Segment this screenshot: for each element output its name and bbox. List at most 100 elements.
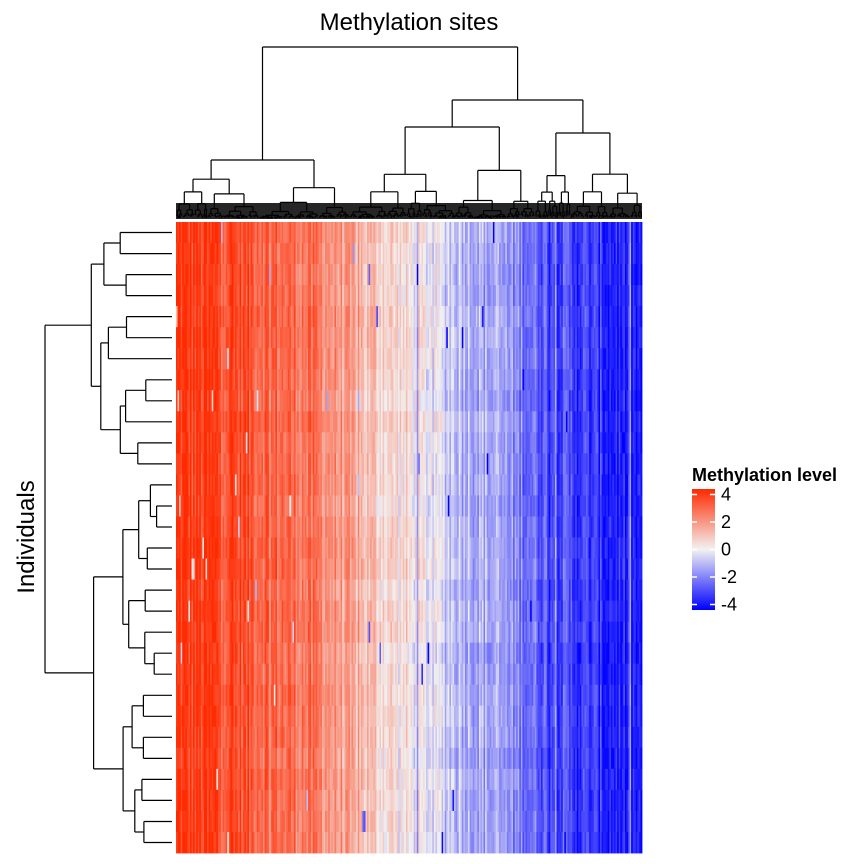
heatmap-cell — [516, 348, 519, 370]
heatmap-cell — [202, 348, 205, 370]
heatmap-cell — [402, 390, 405, 412]
heatmap-cell — [323, 327, 326, 349]
heatmap-cell — [304, 306, 307, 328]
heatmap-cell — [250, 474, 253, 496]
heatmap-cell — [242, 264, 245, 286]
heatmap-cell — [266, 369, 269, 391]
heatmap-cell — [615, 285, 618, 307]
heatmap-cell — [258, 453, 261, 475]
heatmap-cell — [547, 285, 550, 307]
heatmap-cell — [488, 474, 491, 496]
heatmap-cell — [590, 327, 593, 349]
heatmap-cell — [604, 474, 607, 496]
heatmap-cell — [528, 432, 531, 454]
heatmap-cell — [242, 369, 245, 391]
heatmap-cell — [601, 243, 604, 265]
heatmap-cell — [581, 390, 584, 412]
heatmap-cell — [553, 327, 556, 349]
heatmap-cell — [471, 474, 474, 496]
heatmap-cell — [314, 369, 317, 391]
heatmap-cell — [370, 306, 373, 328]
heatmap-cell — [290, 222, 293, 244]
heatmap-cell — [607, 411, 610, 433]
heatmap-cell — [562, 285, 565, 307]
heatmap-cell — [259, 327, 262, 349]
heatmap-cell — [235, 474, 237, 496]
heatmap-cell — [475, 327, 478, 349]
heatmap-cell — [339, 222, 342, 244]
heatmap-cell — [527, 411, 529, 433]
heatmap-cell — [517, 306, 520, 328]
heatmap-cell — [620, 243, 623, 265]
heatmap-cell — [382, 306, 385, 328]
heatmap-cell — [410, 243, 413, 265]
heatmap-cell — [440, 327, 443, 349]
heatmap-cell — [176, 474, 178, 496]
heatmap-cell — [294, 411, 296, 433]
heatmap-cell — [419, 285, 422, 307]
heatmap-cell — [601, 411, 604, 433]
heatmap-cell — [281, 306, 284, 328]
heatmap-cell — [455, 390, 458, 412]
heatmap-cell — [421, 306, 424, 328]
heatmap-cell — [589, 243, 592, 265]
heatmap-cell — [346, 432, 349, 454]
heatmap-cell — [377, 348, 380, 370]
heatmap-cell — [567, 306, 570, 328]
heatmap-cell — [275, 390, 278, 412]
heatmap-cell — [601, 222, 604, 244]
heatmap-cell — [513, 474, 516, 496]
heatmap-cell — [219, 390, 222, 412]
heatmap-cell — [269, 348, 272, 370]
heatmap-cell — [559, 264, 562, 286]
heatmap-cell — [638, 369, 641, 391]
heatmap-cell — [183, 411, 186, 433]
heatmap-cell — [632, 390, 635, 412]
heatmap-cell — [191, 327, 194, 349]
heatmap-cell — [272, 474, 275, 496]
heatmap-cell — [595, 474, 598, 496]
heatmap-cell — [176, 411, 178, 433]
heatmap-cell — [530, 222, 533, 244]
heatmap-cell — [494, 222, 497, 244]
heatmap-cell — [429, 243, 432, 265]
heatmap-cell — [295, 348, 298, 370]
heatmap-cell — [314, 264, 317, 286]
heatmap-cell — [422, 432, 425, 454]
heatmap-cell — [615, 432, 618, 454]
heatmap-cell — [634, 348, 637, 370]
heatmap-cell — [239, 243, 242, 265]
heatmap-cell — [528, 285, 531, 307]
heatmap-cell — [292, 348, 295, 370]
heatmap-cell — [592, 369, 595, 391]
heatmap-cell — [208, 327, 211, 349]
heatmap-cell — [365, 348, 368, 370]
heatmap-cell — [290, 285, 293, 307]
heatmap-cell — [539, 369, 542, 391]
heatmap-cell — [308, 369, 310, 391]
heatmap-cell — [519, 390, 522, 412]
heatmap-cell — [592, 327, 595, 349]
heatmap-cell — [614, 306, 616, 328]
heatmap-cell — [416, 243, 419, 265]
heatmap-cell — [422, 390, 425, 412]
heatmap-cell — [203, 222, 206, 244]
heatmap-cell — [497, 348, 500, 370]
heatmap-cell — [219, 432, 222, 454]
heatmap-cell — [600, 243, 603, 265]
heatmap-cell — [438, 285, 441, 307]
heatmap-cell — [236, 306, 239, 328]
heatmap-cell — [424, 264, 427, 286]
heatmap-cell — [334, 222, 337, 244]
heatmap-cell — [495, 474, 498, 496]
heatmap-cell — [463, 474, 466, 496]
heatmap-cell — [603, 432, 606, 454]
heatmap-cell — [494, 243, 497, 265]
heatmap-cell — [527, 474, 529, 496]
heatmap-row — [176, 474, 643, 496]
heatmap-cell — [315, 285, 318, 307]
heatmap-cell — [188, 495, 191, 517]
heatmap-cell — [441, 327, 444, 349]
heatmap-cell — [396, 327, 399, 349]
heatmap-cell — [626, 306, 629, 328]
